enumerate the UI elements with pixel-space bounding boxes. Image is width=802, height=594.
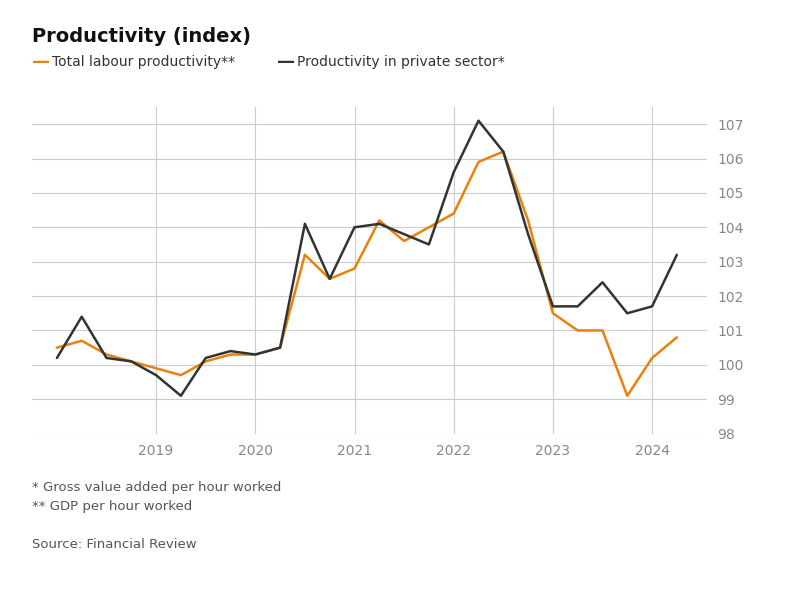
Productivity in private sector* bbox=[646, 303, 656, 310]
Total labour productivity** bbox=[250, 351, 260, 358]
Line: Productivity in private sector*: Productivity in private sector* bbox=[57, 121, 676, 396]
Productivity in private sector* bbox=[572, 303, 581, 310]
Productivity in private sector* bbox=[176, 392, 185, 399]
Productivity in private sector* bbox=[102, 355, 111, 362]
Productivity in private sector* bbox=[523, 230, 533, 238]
Productivity in private sector* bbox=[473, 117, 483, 124]
Total labour productivity** bbox=[300, 251, 310, 258]
Total labour productivity** bbox=[572, 327, 581, 334]
Total labour productivity** bbox=[127, 358, 136, 365]
Productivity in private sector* bbox=[498, 148, 508, 155]
Productivity in private sector* bbox=[622, 309, 631, 317]
Total labour productivity** bbox=[275, 344, 285, 351]
Total labour productivity** bbox=[374, 217, 383, 224]
Productivity in private sector* bbox=[151, 372, 160, 379]
Productivity in private sector* bbox=[52, 355, 62, 362]
Total labour productivity** bbox=[151, 365, 160, 372]
Text: Productivity in private sector*: Productivity in private sector* bbox=[297, 55, 504, 69]
Total labour productivity** bbox=[325, 275, 334, 282]
Total labour productivity** bbox=[200, 358, 210, 365]
Total labour productivity** bbox=[597, 327, 606, 334]
Total labour productivity** bbox=[622, 392, 631, 399]
Productivity in private sector* bbox=[300, 220, 310, 228]
Total labour productivity** bbox=[77, 337, 87, 345]
Text: —: — bbox=[32, 53, 51, 71]
Total labour productivity** bbox=[349, 265, 358, 272]
Text: —: — bbox=[277, 53, 295, 71]
Productivity in private sector* bbox=[127, 358, 136, 365]
Productivity in private sector* bbox=[325, 275, 334, 282]
Total labour productivity** bbox=[176, 372, 185, 379]
Text: Total labour productivity**: Total labour productivity** bbox=[52, 55, 235, 69]
Total labour productivity** bbox=[423, 224, 433, 231]
Productivity in private sector* bbox=[225, 347, 235, 355]
Total labour productivity** bbox=[473, 159, 483, 166]
Text: Productivity (index): Productivity (index) bbox=[32, 27, 251, 46]
Total labour productivity** bbox=[448, 210, 458, 217]
Productivity in private sector* bbox=[423, 241, 433, 248]
Line: Total labour productivity**: Total labour productivity** bbox=[57, 151, 676, 396]
Productivity in private sector* bbox=[671, 251, 681, 258]
Total labour productivity** bbox=[399, 238, 408, 245]
Productivity in private sector* bbox=[200, 355, 210, 362]
Total labour productivity** bbox=[671, 334, 681, 341]
Productivity in private sector* bbox=[548, 303, 557, 310]
Productivity in private sector* bbox=[77, 313, 87, 320]
Total labour productivity** bbox=[523, 217, 533, 224]
Total labour productivity** bbox=[52, 344, 62, 351]
Productivity in private sector* bbox=[349, 224, 358, 231]
Productivity in private sector* bbox=[399, 230, 408, 238]
Productivity in private sector* bbox=[250, 351, 260, 358]
Total labour productivity** bbox=[646, 355, 656, 362]
Text: * Gross value added per hour worked
** GDP per hour worked

Source: Financial Re: * Gross value added per hour worked ** G… bbox=[32, 481, 282, 551]
Total labour productivity** bbox=[548, 309, 557, 317]
Productivity in private sector* bbox=[374, 220, 383, 228]
Total labour productivity** bbox=[102, 351, 111, 358]
Productivity in private sector* bbox=[597, 279, 606, 286]
Total labour productivity** bbox=[498, 148, 508, 155]
Productivity in private sector* bbox=[275, 344, 285, 351]
Total labour productivity** bbox=[225, 351, 235, 358]
Productivity in private sector* bbox=[448, 169, 458, 176]
